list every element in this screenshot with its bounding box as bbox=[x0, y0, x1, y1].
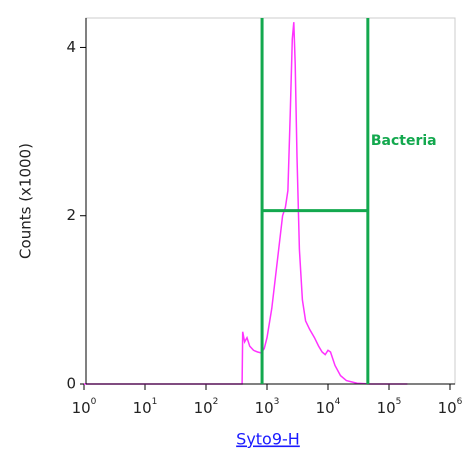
x-tick-label: 102 bbox=[194, 397, 219, 417]
x-axis-label[interactable]: Syto9-H bbox=[236, 430, 300, 449]
x-tick-label: 105 bbox=[377, 397, 402, 417]
x-tick-label: 103 bbox=[255, 397, 280, 417]
y-axis-label: Counts (x1000) bbox=[17, 143, 35, 259]
y-tick-label: 4 bbox=[66, 38, 76, 56]
x-tick-label: 100 bbox=[72, 397, 97, 417]
histogram-line bbox=[84, 22, 408, 385]
x-tick-label: 101 bbox=[133, 397, 158, 417]
plot-frame bbox=[85, 17, 456, 385]
x-tick-label: 104 bbox=[316, 397, 341, 417]
x-tick-label: 106 bbox=[438, 397, 463, 417]
y-tick-label: 0 bbox=[66, 375, 76, 393]
y-tick-label: 2 bbox=[66, 206, 76, 224]
gate-label: Bacteria bbox=[371, 133, 437, 149]
